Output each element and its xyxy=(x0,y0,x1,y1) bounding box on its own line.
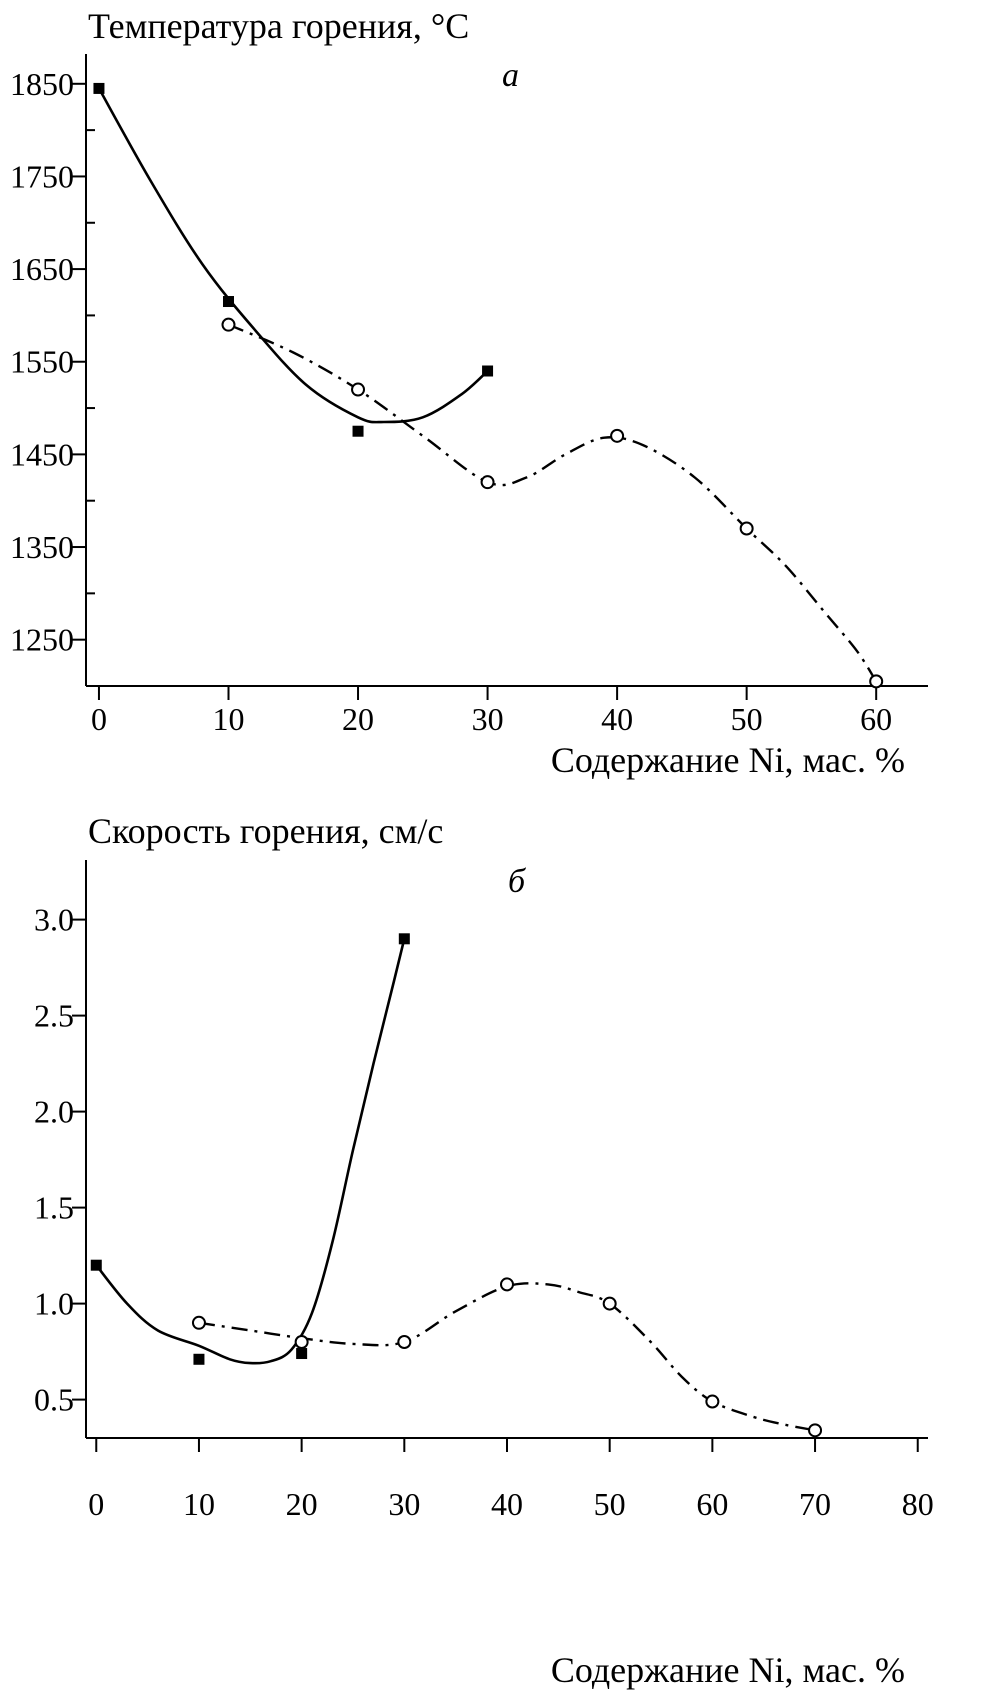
data-point-circle xyxy=(739,521,754,536)
x-tick-label: 10 xyxy=(212,701,244,737)
y-tick-label: 1.5 xyxy=(34,1190,74,1226)
y-tick-label: 1650 xyxy=(10,251,74,287)
x-tick-label: 80 xyxy=(902,1486,934,1522)
data-point-circle xyxy=(610,428,625,443)
x-tick-label: 40 xyxy=(601,701,633,737)
data-point-circle xyxy=(397,1335,412,1349)
data-point-square xyxy=(398,933,410,945)
y-tick-label: 1250 xyxy=(10,622,74,658)
panel-letter: б xyxy=(508,863,527,900)
y-tick-label: 2.0 xyxy=(34,1094,74,1130)
data-point-circle xyxy=(500,1277,514,1292)
series-line-circles xyxy=(228,323,878,683)
x-tick-label: 10 xyxy=(183,1486,215,1522)
x-tick-label: 50 xyxy=(731,701,763,737)
data-point-square xyxy=(193,1353,205,1365)
x-tick-label: 0 xyxy=(88,1486,104,1522)
x-tick-label: 30 xyxy=(472,701,504,737)
y-tick-label: 1550 xyxy=(10,344,74,380)
series-line-circles xyxy=(198,1282,816,1432)
chart-title: Скорость горения, см/с xyxy=(88,811,443,851)
x-axis-label: Содержание Ni, мас. % xyxy=(551,740,905,780)
y-tick-label: 3.0 xyxy=(34,902,74,938)
panel-b-speed-chart: Скорость горения, см/с б Содержание Ni, ма… xyxy=(34,811,934,1690)
data-point-circle xyxy=(480,475,495,490)
x-tick-label: 20 xyxy=(342,701,374,737)
data-point-circle xyxy=(221,317,236,332)
data-point-circle xyxy=(808,1423,823,1438)
panel-a-temperature-chart: Температура горения, °C а Содержание Ni, м… xyxy=(10,6,928,780)
y-tick-label: 1850 xyxy=(10,66,74,102)
y-tick-label: 2.5 xyxy=(34,998,74,1034)
data-point-circle xyxy=(602,1296,617,1311)
y-tick-label: 1750 xyxy=(10,158,74,194)
x-tick-label: 30 xyxy=(388,1486,420,1522)
y-tick-label: 1450 xyxy=(10,436,74,472)
series-line-squares xyxy=(95,938,406,1365)
y-tick-label: 1.0 xyxy=(34,1286,74,1322)
y-tick-label: 1350 xyxy=(10,529,74,565)
data-point-square xyxy=(482,365,494,377)
x-tick-label: 40 xyxy=(491,1486,523,1522)
data-point-circle xyxy=(869,674,884,689)
x-tick-label: 70 xyxy=(799,1486,831,1522)
y-tick-label: 0.5 xyxy=(34,1382,74,1418)
data-point-circle xyxy=(351,382,366,397)
data-point-circle xyxy=(191,1315,206,1330)
data-point-square xyxy=(93,82,105,94)
data-point-square xyxy=(352,425,364,437)
x-tick-label: 60 xyxy=(696,1486,728,1522)
chart-title: Температура горения, °C xyxy=(88,6,469,46)
x-tick-label: 20 xyxy=(286,1486,318,1522)
data-point-circle xyxy=(294,1335,309,1349)
x-axis-label: Содержание Ni, мас. % xyxy=(551,1650,905,1690)
data-point-circle xyxy=(705,1394,720,1409)
x-tick-label: 60 xyxy=(860,701,892,737)
series-line-squares xyxy=(97,87,489,424)
panel-letter: а xyxy=(502,57,519,94)
data-point-square xyxy=(90,1259,102,1271)
x-tick-label: 50 xyxy=(594,1486,626,1522)
data-point-square xyxy=(296,1348,308,1360)
data-point-square xyxy=(222,296,234,308)
x-tick-label: 0 xyxy=(91,701,107,737)
